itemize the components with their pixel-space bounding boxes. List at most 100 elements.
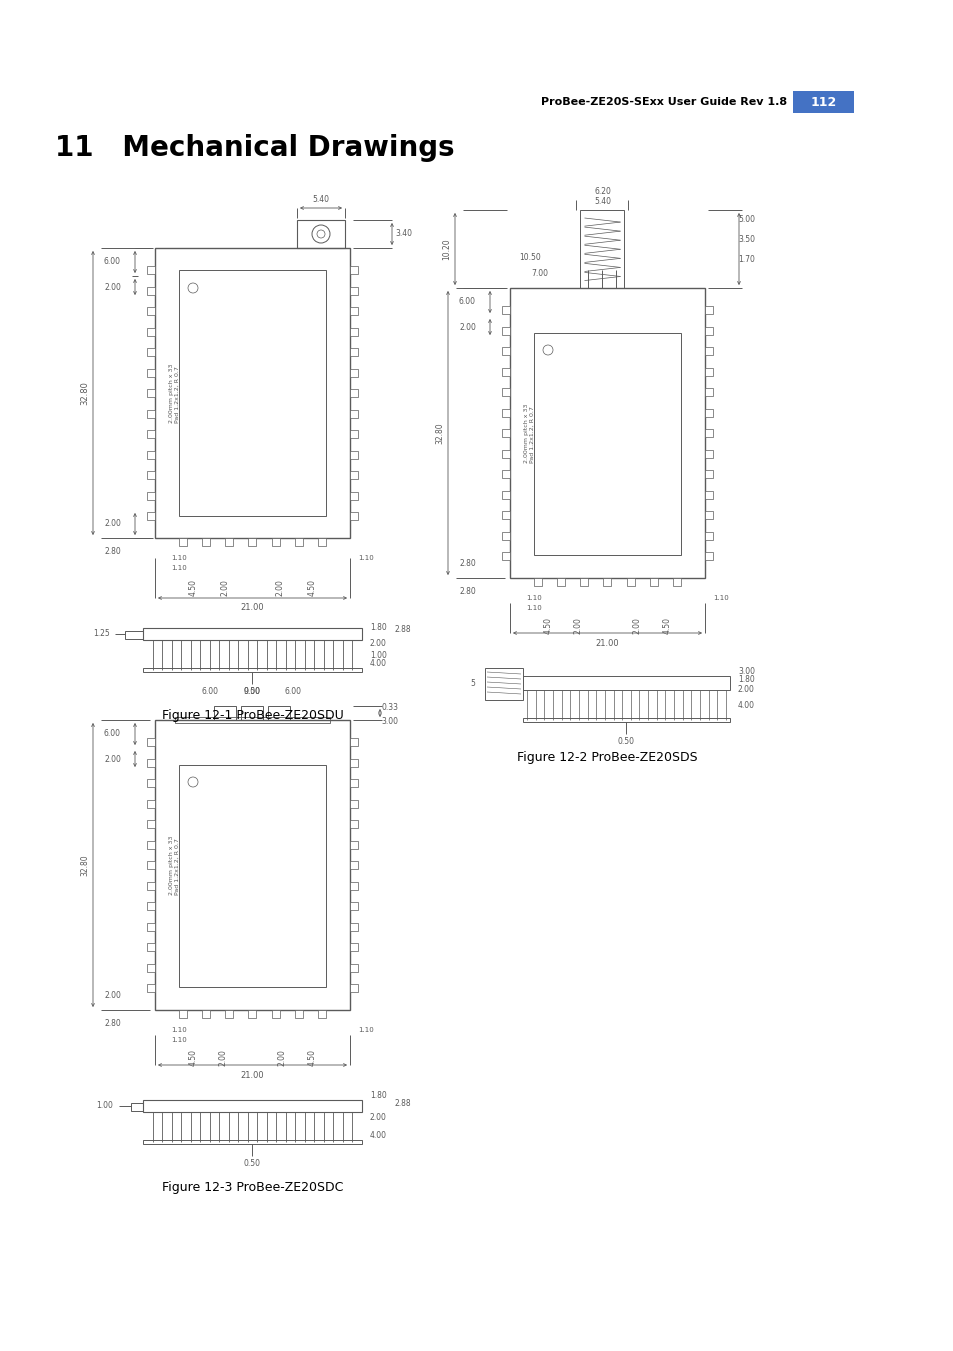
Bar — [147, 861, 154, 869]
Text: 2.00: 2.00 — [573, 617, 582, 635]
Bar — [147, 984, 154, 992]
Text: 0.50: 0.50 — [244, 688, 261, 697]
Text: 2.80: 2.80 — [104, 1020, 121, 1028]
Text: 2.00mm pitch x 33
Pad 1.2x1.2, R 0.7: 2.00mm pitch x 33 Pad 1.2x1.2, R 0.7 — [169, 835, 180, 894]
Bar — [350, 307, 357, 315]
Text: 0.33: 0.33 — [381, 704, 398, 712]
Bar — [704, 490, 712, 499]
Bar — [350, 963, 357, 971]
Text: 2.00: 2.00 — [104, 282, 121, 292]
Text: 1.80: 1.80 — [370, 624, 386, 632]
Bar — [350, 409, 357, 417]
Bar — [704, 470, 712, 478]
Bar — [350, 492, 357, 500]
Text: 5: 5 — [470, 680, 475, 689]
Text: 1.10: 1.10 — [171, 1038, 187, 1043]
Bar — [522, 676, 729, 690]
Bar — [143, 667, 361, 671]
Text: 3.00: 3.00 — [738, 667, 754, 677]
Bar — [501, 450, 510, 458]
Text: 1.10: 1.10 — [525, 594, 541, 601]
Bar — [214, 707, 236, 720]
Bar — [147, 820, 154, 828]
Bar — [579, 209, 624, 288]
Bar — [704, 305, 712, 313]
Text: 4.50: 4.50 — [661, 617, 671, 635]
Bar — [154, 720, 350, 1011]
Text: 1.80: 1.80 — [738, 676, 754, 685]
Bar — [350, 430, 357, 438]
Bar — [202, 538, 210, 546]
Text: 1.10: 1.10 — [525, 605, 541, 611]
Text: 6.00: 6.00 — [284, 688, 301, 697]
Bar — [179, 1011, 187, 1019]
Text: 4.00: 4.00 — [370, 1131, 387, 1139]
Bar — [501, 408, 510, 416]
Bar — [350, 450, 357, 458]
Text: 5.40: 5.40 — [313, 195, 329, 204]
Bar — [350, 881, 357, 889]
Bar — [626, 578, 634, 586]
Bar — [147, 349, 154, 357]
Bar — [147, 450, 154, 458]
Bar — [350, 861, 357, 869]
Bar — [143, 1140, 361, 1144]
Bar — [350, 286, 357, 295]
Text: 2.00: 2.00 — [104, 992, 121, 1001]
Text: 10.50: 10.50 — [518, 254, 540, 262]
Bar — [147, 840, 154, 848]
Text: 5.40: 5.40 — [594, 197, 610, 207]
Bar — [272, 538, 279, 546]
Bar — [294, 1011, 302, 1019]
Bar — [350, 780, 357, 788]
Bar — [147, 307, 154, 315]
Text: 2.00: 2.00 — [275, 580, 284, 596]
Bar — [704, 347, 712, 355]
Text: 2.88: 2.88 — [395, 626, 411, 635]
Bar — [350, 800, 357, 808]
Bar — [147, 430, 154, 438]
Bar — [179, 765, 326, 988]
Text: 6.20: 6.20 — [594, 188, 610, 196]
Text: 32.80: 32.80 — [80, 854, 90, 875]
Bar — [179, 538, 187, 546]
Bar — [147, 389, 154, 397]
Bar — [154, 249, 350, 538]
Text: 21.00: 21.00 — [240, 604, 264, 612]
Text: Figure 12-1 ProBee-ZE20SDU: Figure 12-1 ProBee-ZE20SDU — [161, 709, 343, 723]
Bar — [649, 578, 658, 586]
Bar — [147, 923, 154, 931]
Bar — [147, 492, 154, 500]
Bar — [501, 553, 510, 561]
Bar — [294, 538, 302, 546]
Text: 32.80: 32.80 — [435, 422, 444, 444]
Bar — [248, 1011, 256, 1019]
Bar — [350, 512, 357, 520]
Text: 2.88: 2.88 — [395, 1100, 411, 1109]
Text: 1.10: 1.10 — [171, 1027, 187, 1034]
Bar — [179, 270, 326, 516]
Bar — [350, 738, 357, 746]
Bar — [534, 332, 680, 555]
Text: 4.00: 4.00 — [370, 658, 387, 667]
Bar — [350, 902, 357, 911]
Text: 3.40: 3.40 — [395, 230, 412, 239]
Bar — [272, 1011, 279, 1019]
Bar — [350, 471, 357, 480]
Bar — [704, 388, 712, 396]
Bar — [704, 408, 712, 416]
Bar — [579, 578, 588, 586]
Bar — [147, 471, 154, 480]
Bar — [501, 430, 510, 436]
Text: 2.00: 2.00 — [277, 1050, 286, 1066]
Bar — [147, 369, 154, 377]
Text: 4.00: 4.00 — [738, 701, 754, 711]
Bar — [147, 738, 154, 746]
Text: 2.00: 2.00 — [370, 639, 387, 648]
Bar — [704, 367, 712, 376]
Bar — [501, 367, 510, 376]
Text: 2.80: 2.80 — [458, 559, 476, 569]
Text: 11   Mechanical Drawings: 11 Mechanical Drawings — [55, 134, 455, 162]
Text: 5.00: 5.00 — [738, 216, 755, 224]
Text: 32.80: 32.80 — [80, 381, 90, 405]
